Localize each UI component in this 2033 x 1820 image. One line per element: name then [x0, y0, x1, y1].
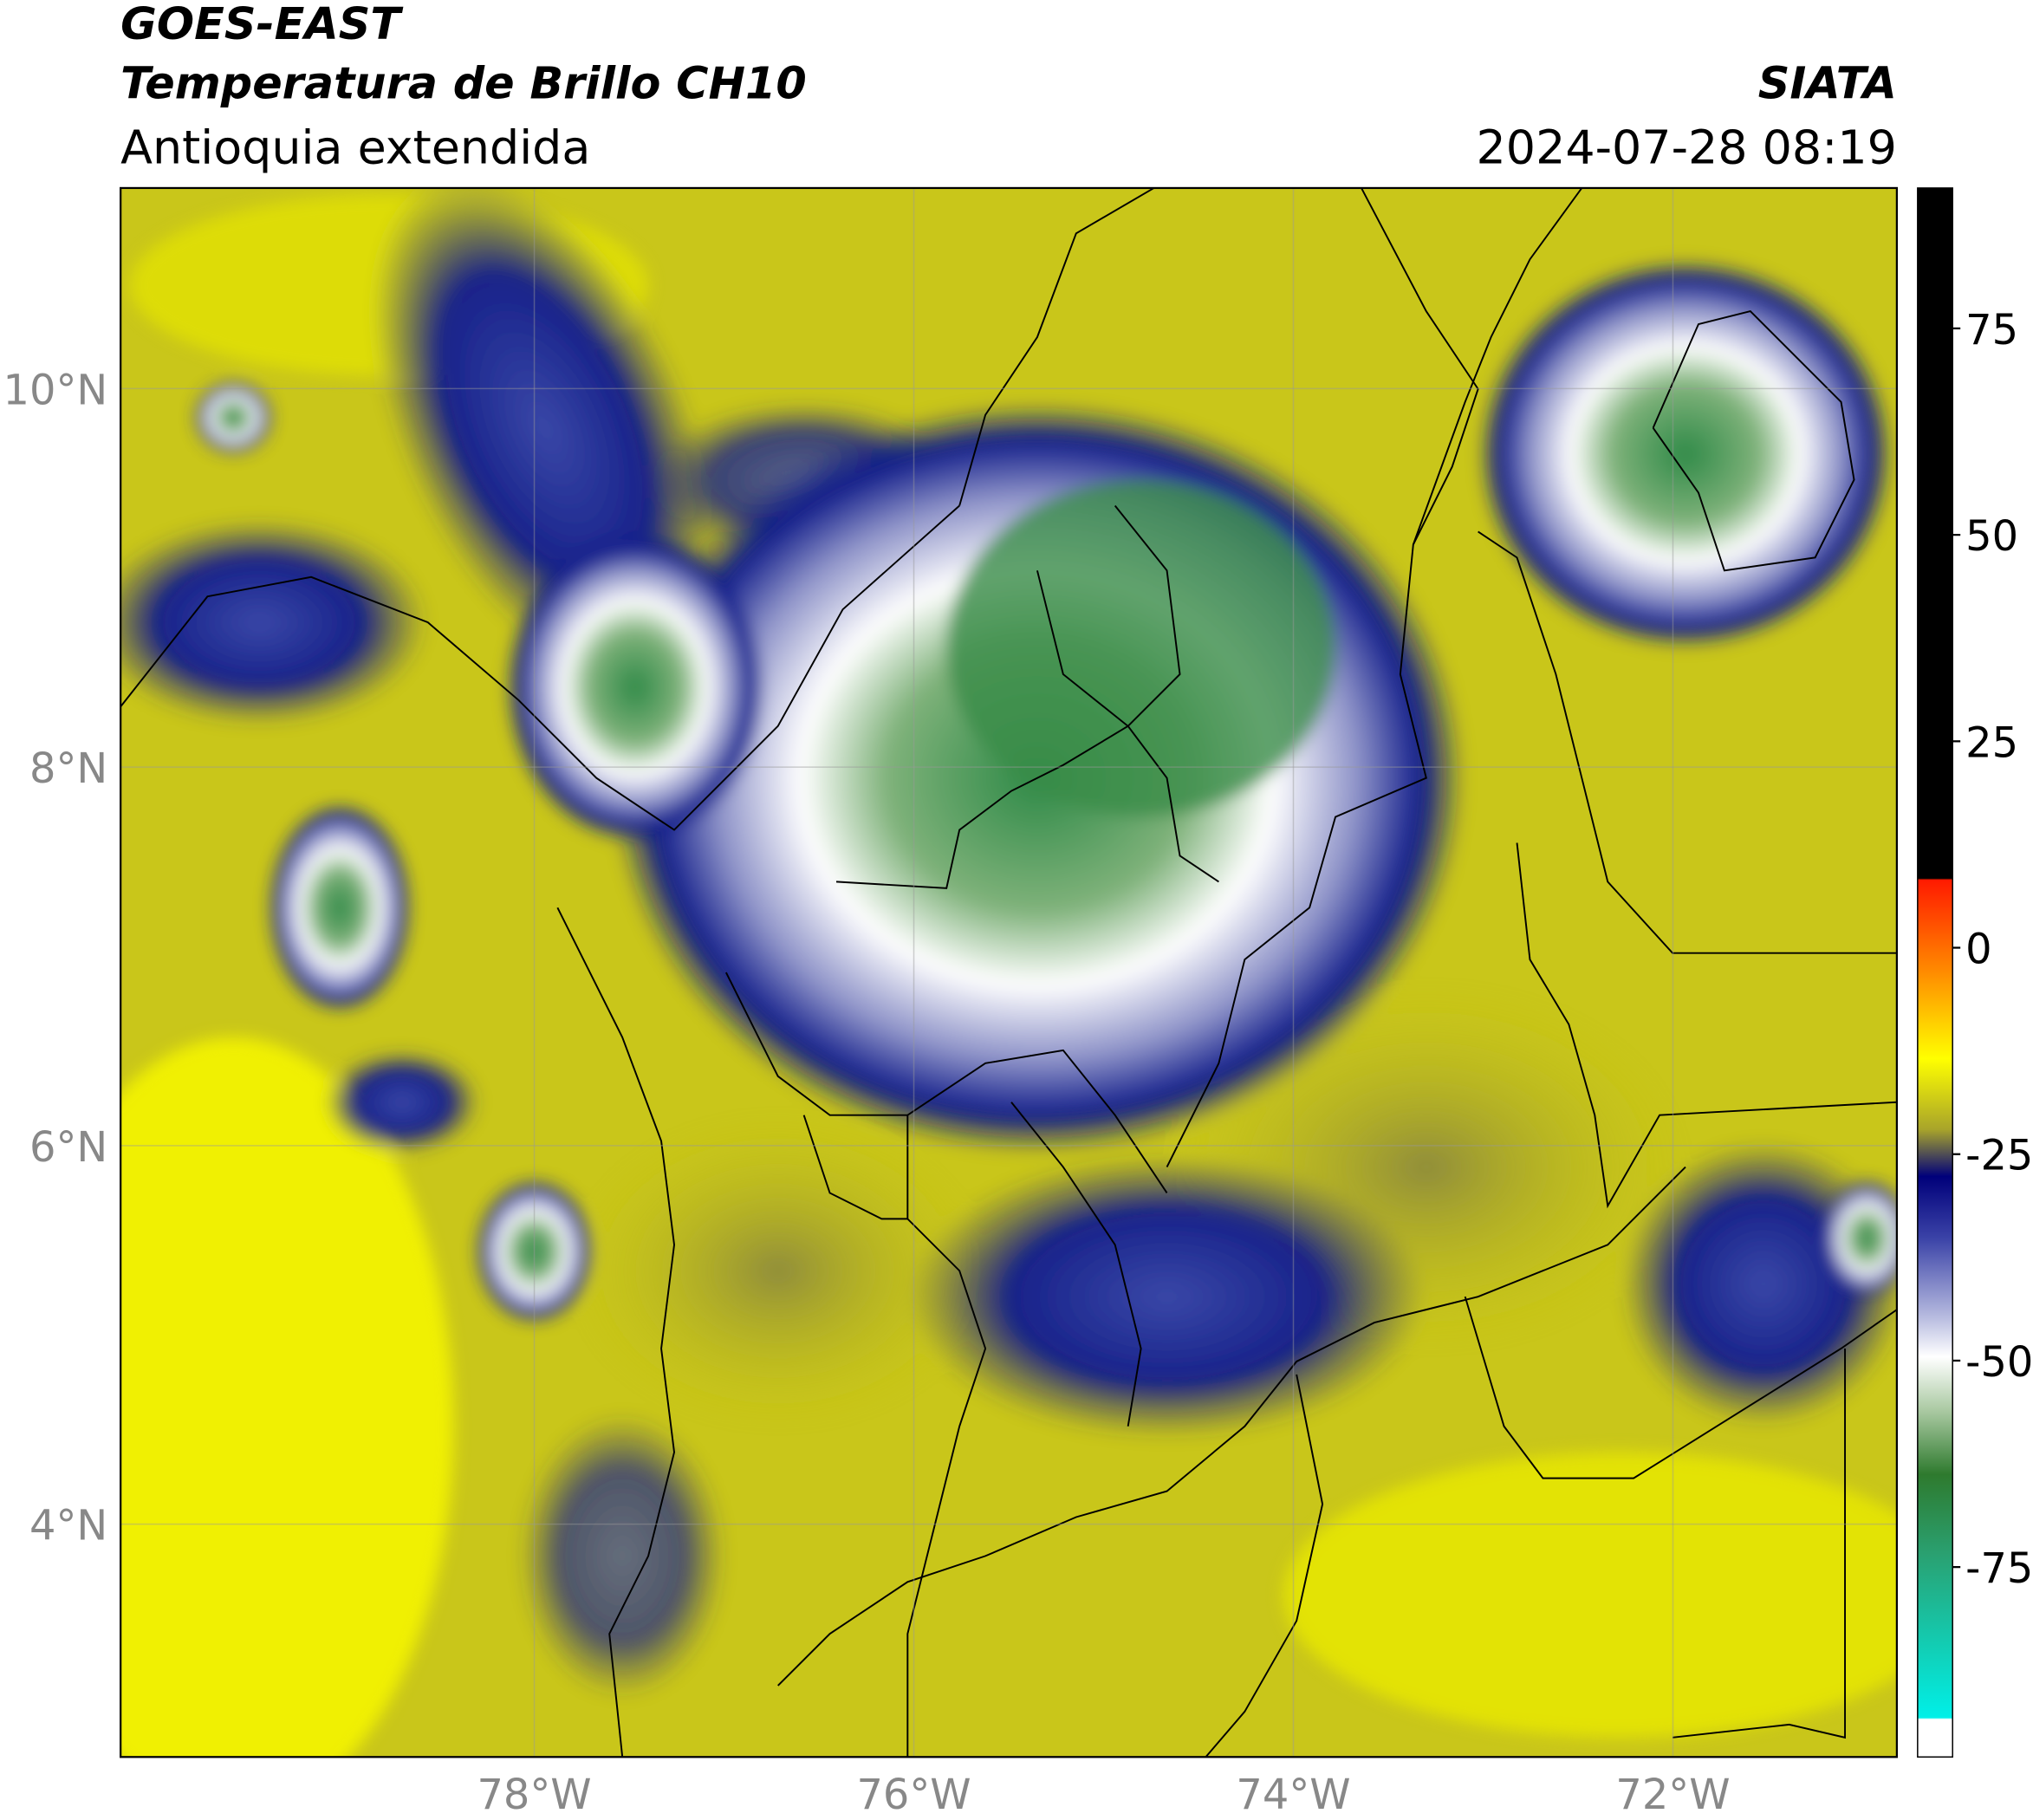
- colorbar-label: 25: [1965, 719, 2018, 767]
- satellite-image: [120, 187, 1897, 1758]
- lat-label: 4°N: [29, 1503, 107, 1550]
- lon-label: 78°W: [477, 1771, 591, 1819]
- map-frame: [120, 186, 1899, 1758]
- lat-label: 10°N: [3, 367, 108, 414]
- borders: [120, 187, 1897, 1758]
- colorbar-label: 50: [1965, 513, 2018, 561]
- colorbar-label: -75: [1965, 1545, 2033, 1593]
- colorbar-label: 0: [1965, 926, 1991, 973]
- lon-label: 76°W: [856, 1771, 971, 1819]
- graticule: [120, 187, 1897, 1758]
- lat-label: 8°N: [29, 745, 107, 793]
- source: SIATA: [1758, 58, 1897, 109]
- colorbar-label: -50: [1965, 1339, 2033, 1387]
- subtitle: Temperatura de Brillo CH10: [120, 58, 807, 109]
- lon-label: 72°W: [1615, 1771, 1730, 1819]
- lat-label: 6°N: [29, 1124, 107, 1172]
- lon-label: 74°W: [1236, 1771, 1350, 1819]
- colorbar-label: 75: [1965, 307, 2018, 354]
- region: Antioquia extendida: [120, 120, 590, 175]
- title: GOES-EAST: [120, 0, 404, 49]
- axis-labels: 10°N 8°N 6°N 4°N 78°W 76°W 74°W 72°W 75 50 25 0 -25 -…: [3, 307, 2033, 1819]
- colorbar: [1917, 187, 1953, 1758]
- colorbar-label: -25: [1965, 1133, 2033, 1180]
- datetime: 2024-07-28 08:19: [1477, 120, 1897, 175]
- header: GOES-EAST Temperatura de Brillo CH10 Ant…: [120, 0, 1897, 175]
